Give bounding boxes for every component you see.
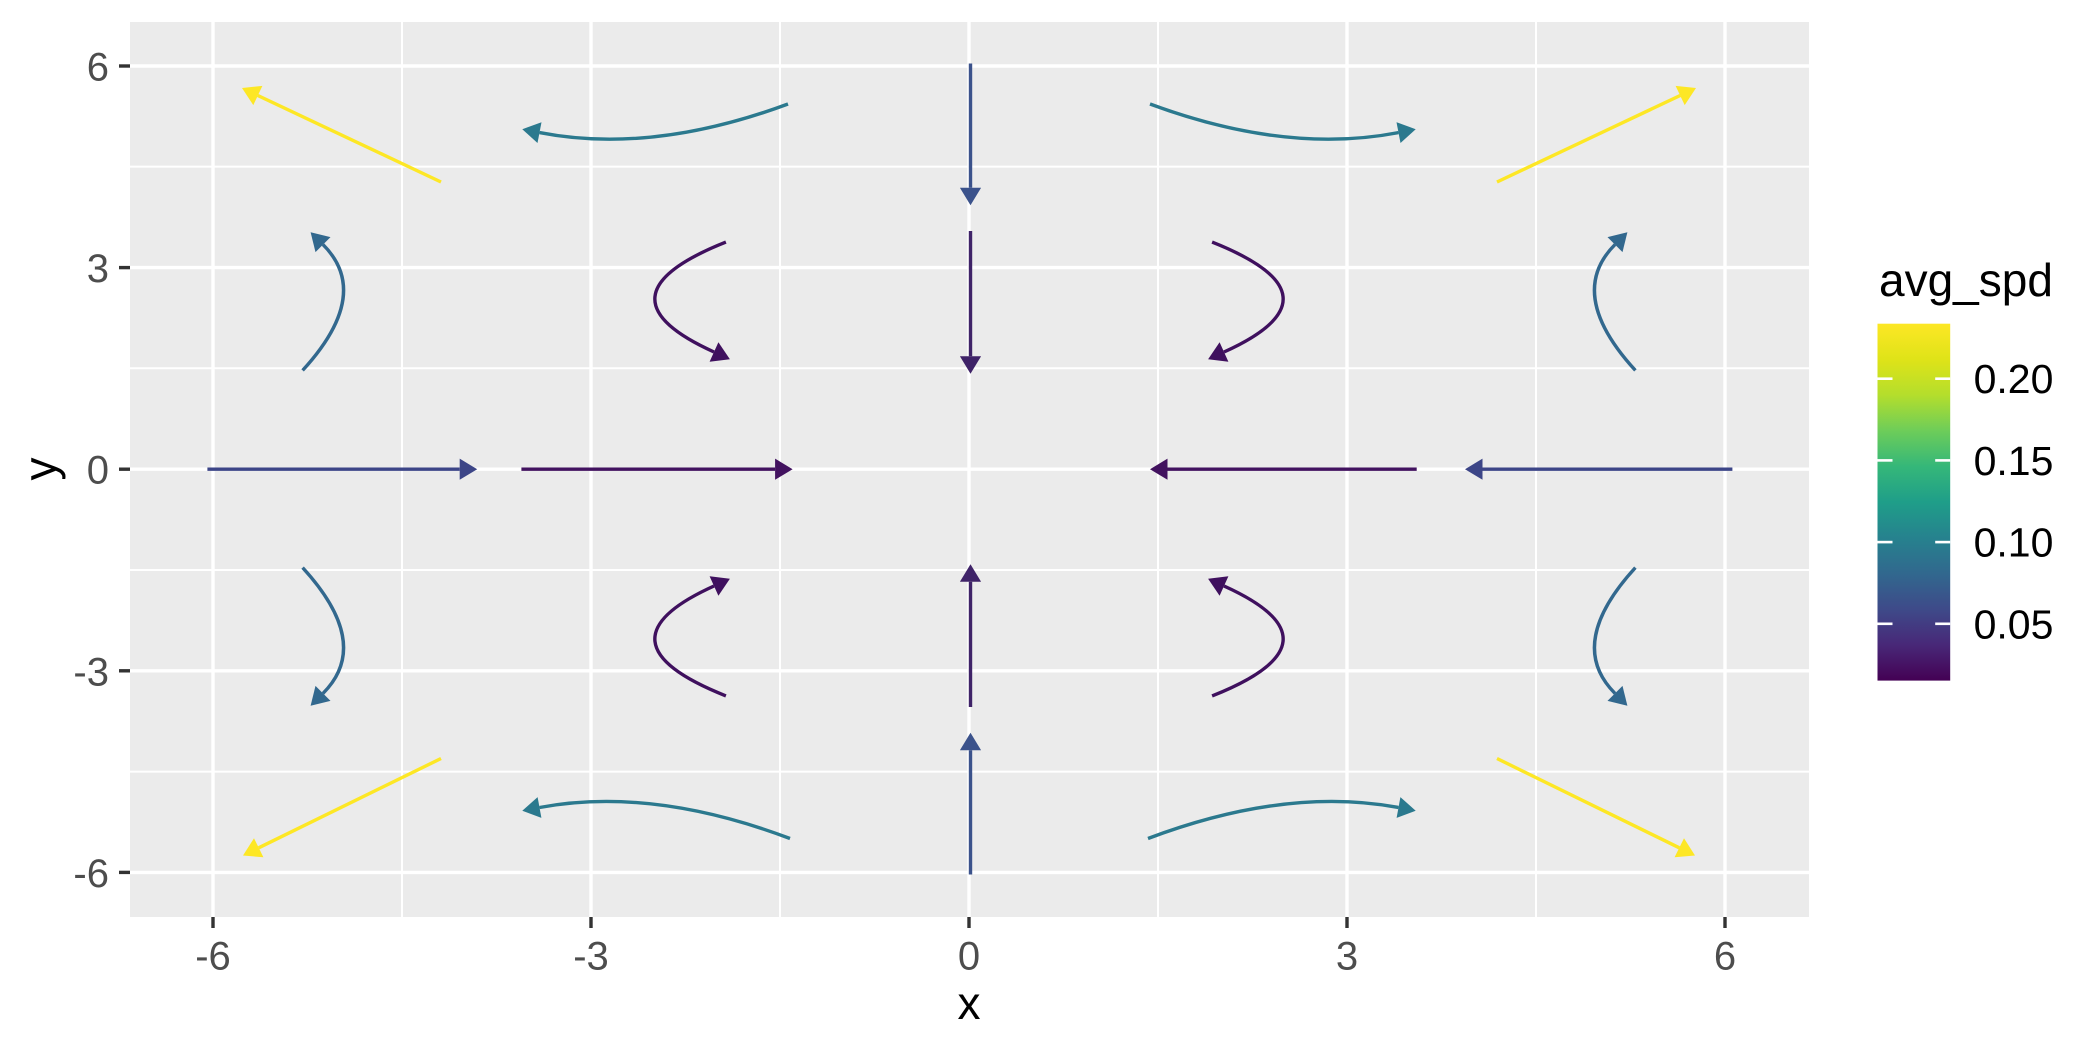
svg-text:3: 3 <box>1336 935 1358 979</box>
svg-text:-6: -6 <box>73 852 109 896</box>
svg-text:x: x <box>958 977 981 1029</box>
svg-text:0: 0 <box>87 449 109 493</box>
svg-text:0: 0 <box>958 935 980 979</box>
svg-text:0.10: 0.10 <box>1974 520 2054 566</box>
svg-text:0.15: 0.15 <box>1974 438 2054 484</box>
svg-text:6: 6 <box>87 46 109 90</box>
svg-text:0.05: 0.05 <box>1974 601 2054 647</box>
svg-text:avg_spd: avg_spd <box>1879 254 2053 306</box>
svg-text:3: 3 <box>87 247 109 291</box>
svg-text:0.20: 0.20 <box>1974 356 2054 402</box>
svg-text:-3: -3 <box>73 650 109 694</box>
svg-text:y: y <box>14 458 66 481</box>
svg-text:-3: -3 <box>573 935 609 979</box>
svg-text:6: 6 <box>1714 935 1736 979</box>
svg-text:-6: -6 <box>195 935 231 979</box>
